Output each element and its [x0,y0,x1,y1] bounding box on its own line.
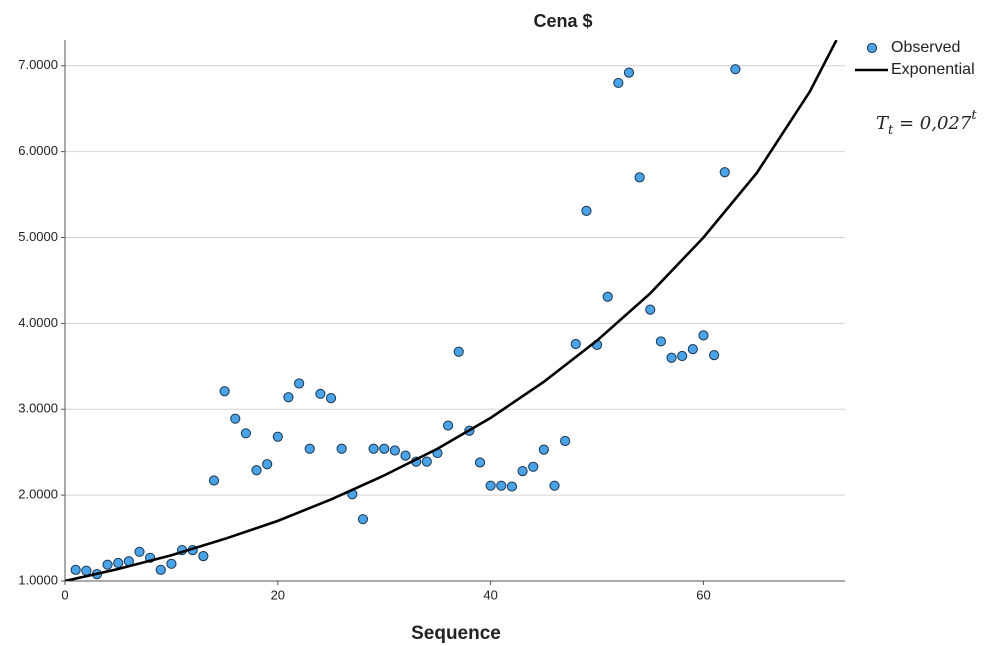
point [219,386,230,397]
y-tick-label: 4.0000 [18,315,58,330]
point [336,443,347,454]
point [357,514,369,525]
x-tick-label: 60 [696,587,710,602]
point [155,564,166,575]
point [81,565,92,576]
point [325,392,337,404]
legend-marker [866,42,878,54]
point [208,475,220,486]
point [655,336,667,347]
point [230,413,241,424]
point [389,445,400,456]
point [517,465,528,477]
y-tick-label: 7.0000 [18,57,58,72]
point [623,67,635,78]
fit-line [65,40,838,581]
point [198,550,209,562]
formula-superscript: t [971,108,977,123]
point [474,457,486,468]
point [698,330,709,341]
point [400,450,411,461]
point [485,480,496,491]
chart-title: Cena $ [533,11,592,31]
point [442,420,454,431]
point [709,350,720,361]
y-tick-label: 3.0000 [18,401,58,416]
point [166,558,177,569]
point [379,443,390,454]
point [560,435,571,447]
legend-label: Observed [891,39,960,56]
point [304,443,315,454]
point [496,480,507,491]
point [113,557,124,569]
point [240,428,252,439]
point [602,291,613,302]
formula-subscript: t [888,123,894,138]
point [645,304,656,315]
point [666,352,677,363]
point [538,444,549,455]
point [262,459,273,470]
x-tick-label: 20 [271,587,285,602]
point [70,564,81,575]
point [613,77,624,89]
point [315,388,326,399]
point [421,456,432,467]
x-axis-label: Sequence [411,623,501,644]
point [528,461,539,472]
point [634,172,645,183]
point [251,465,262,476]
formula: Tt = 0,027t [876,108,977,138]
point [283,392,294,403]
point [368,443,379,454]
x-tick-label: 0 [61,587,68,602]
point [506,481,518,492]
y-tick-label: 2.0000 [18,487,58,502]
point [677,350,688,362]
point [294,378,305,389]
point [719,167,730,178]
y-tick-label: 6.0000 [18,143,58,158]
x-tick-label: 40 [483,587,497,602]
point [687,344,698,355]
point [581,205,592,216]
legend-label: Exponential [891,61,975,78]
formula-text: = 0,027 [893,113,972,134]
point [730,64,741,75]
point [272,431,283,442]
y-tick-label: 1.0000 [18,572,58,587]
point [453,346,464,357]
point [549,480,560,491]
y-tick-label: 5.0000 [18,229,58,244]
point [102,559,113,570]
point [570,338,581,350]
formula-base: T [876,113,890,134]
point [134,546,145,557]
